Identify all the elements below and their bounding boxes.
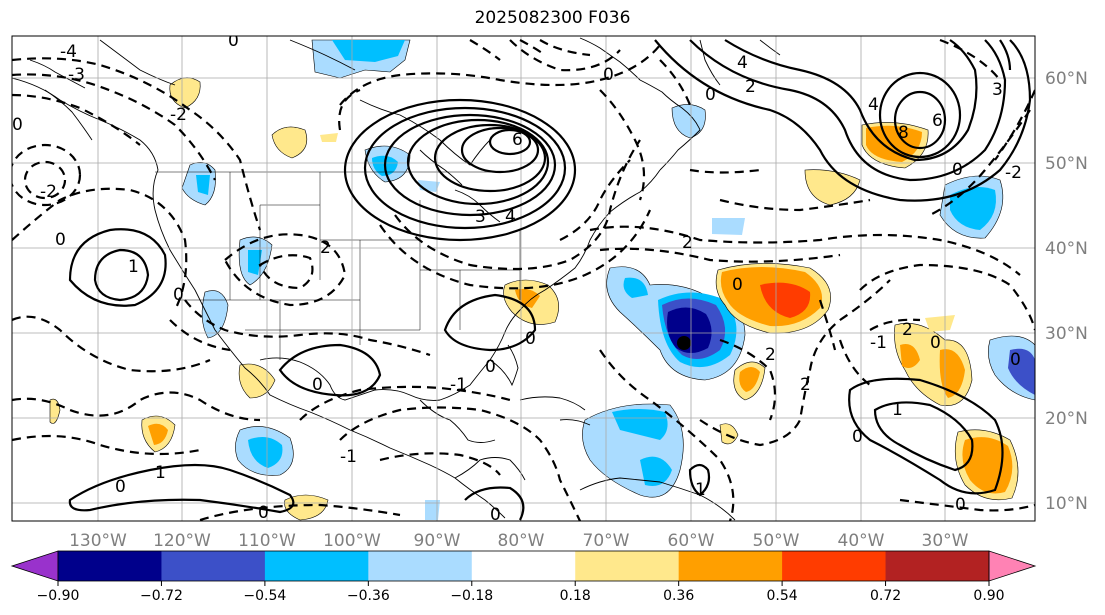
contour-label: 2 — [320, 238, 331, 258]
contour-label: 0 — [12, 115, 23, 135]
lon-label: 120°W — [153, 531, 211, 551]
lat-label: 10°N — [1045, 494, 1088, 514]
contour-label: 1 — [155, 463, 166, 483]
contour-label: 0 — [55, 230, 66, 250]
contour-label: 1 — [128, 257, 139, 277]
contour-label: -1 — [870, 333, 887, 353]
contour-label: -2 — [1005, 163, 1022, 183]
contour-label: 0 — [732, 275, 743, 295]
colorbar-tick-label: −0.54 — [243, 588, 286, 604]
contour-label: 2 — [902, 320, 913, 340]
lon-label: 70°W — [583, 531, 630, 551]
lat-label: 60°N — [1045, 69, 1088, 89]
latitude-labels: 60°N 50°N 40°N 30°N 20°N 10°N — [1045, 69, 1088, 514]
colorbar-bin — [575, 551, 680, 581]
colorbar-bin — [471, 551, 576, 581]
colorbar-tick-label: −0.72 — [140, 588, 183, 604]
map-plot-area: -4 -3 -2 -2 0 0 1 0 0 -1 0 0 -1 1 0 0 0 … — [12, 31, 1035, 525]
contour-label: 8 — [898, 123, 909, 143]
contour-label: 0 — [930, 333, 941, 353]
colorbar: −0.90 −0.72 −0.54 −0.36 −0.18 0.18 0.36 0.54 0.7… — [10, 550, 1037, 604]
lon-label: 80°W — [498, 531, 545, 551]
colorbar-tick-label: 0.18 — [560, 588, 591, 604]
dashed-contours — [12, 38, 1035, 521]
colorbar-bin — [782, 551, 887, 581]
contour-label: 2 — [765, 345, 776, 365]
lon-label: 50°W — [753, 531, 800, 551]
colorbar-tick-label: −0.18 — [450, 588, 493, 604]
lat-label: 30°N — [1045, 324, 1088, 344]
colorbar-tick-label: 0.90 — [973, 588, 1004, 604]
lon-label: 30°W — [922, 531, 969, 551]
contour-label: 3 — [992, 80, 1003, 100]
contour-label: 0 — [228, 31, 239, 51]
colorbar-bin — [58, 551, 162, 581]
lon-label: 100°W — [323, 531, 381, 551]
contour-label: 2 — [745, 77, 756, 97]
contour-labels: -4 -3 -2 -2 0 0 1 0 0 -1 0 0 -1 1 0 0 0 … — [12, 31, 1022, 525]
plot-frame — [11, 35, 1036, 522]
contour-label: 6 — [512, 130, 523, 150]
contour-label: -1 — [340, 447, 357, 467]
contour-label: 0 — [115, 477, 126, 497]
contour-label: 4 — [505, 207, 516, 227]
contour-label: 0 — [603, 65, 614, 85]
colorbar-ticks: −0.90 −0.72 −0.54 −0.36 −0.18 0.18 0.36 0.54 0.7… — [37, 581, 1005, 604]
colorbar-tick-label: 0.72 — [870, 588, 901, 604]
contour-label: 2 — [800, 375, 811, 395]
colorbar-bin — [885, 551, 990, 581]
contour-label: -4 — [60, 42, 77, 62]
contour-label: -2 — [40, 182, 57, 202]
contour-label: 4 — [737, 53, 748, 73]
contour-label: 0 — [1010, 350, 1021, 370]
contour-label: 2 — [682, 233, 693, 253]
longitude-labels: 130°W 120°W 110°W 100°W 90°W 80°W 70°W 6… — [69, 531, 969, 551]
colorbar-bin — [678, 551, 783, 581]
colorbar-bins — [58, 551, 990, 581]
lat-label: 20°N — [1045, 409, 1088, 429]
colorbar-tick-label: 0.54 — [767, 588, 798, 604]
contour-label: 6 — [932, 111, 943, 131]
contour-label: -3 — [68, 65, 85, 85]
contour-label: 3 — [475, 207, 486, 227]
colorbar-under-arrow — [10, 550, 59, 582]
map-title: 2025082300 F036 — [474, 8, 631, 28]
colorbar-tick-label: −0.90 — [37, 588, 80, 604]
contour-label: 0 — [955, 495, 966, 515]
contour-label: 0 — [312, 375, 323, 395]
contour-label: 0 — [525, 329, 536, 349]
coastlines — [12, 37, 781, 521]
colorbar-bin — [368, 551, 473, 581]
lat-label: 50°N — [1045, 154, 1088, 174]
contour-label: 0 — [705, 85, 716, 105]
colorbar-bin — [161, 551, 266, 581]
colorbar-bin — [264, 551, 369, 581]
contour-label: 0 — [258, 503, 269, 523]
lon-label: 60°W — [668, 531, 715, 551]
political-boundaries — [155, 171, 521, 360]
contour-label: 0 — [173, 285, 184, 305]
lon-label: 90°W — [414, 531, 461, 551]
colorbar-tick-label: −0.36 — [347, 588, 390, 604]
contour-label: 4 — [868, 95, 879, 115]
colorbar-tick-label: 0.36 — [663, 588, 694, 604]
contour-label: 0 — [852, 427, 863, 447]
lon-label: 130°W — [69, 531, 127, 551]
contour-label: 0 — [490, 505, 501, 525]
contour-label: 1 — [695, 480, 706, 500]
contour-label: 1 — [892, 400, 903, 420]
lon-label: 110°W — [238, 531, 296, 551]
colorbar-over-arrow — [988, 550, 1037, 582]
lon-label: 40°W — [838, 531, 885, 551]
lat-label: 40°N — [1045, 239, 1088, 259]
contour-label: -1 — [450, 375, 467, 395]
contour-label: 0 — [485, 357, 496, 377]
contour-label: -2 — [170, 105, 187, 125]
contour-label: 0 — [952, 160, 963, 180]
